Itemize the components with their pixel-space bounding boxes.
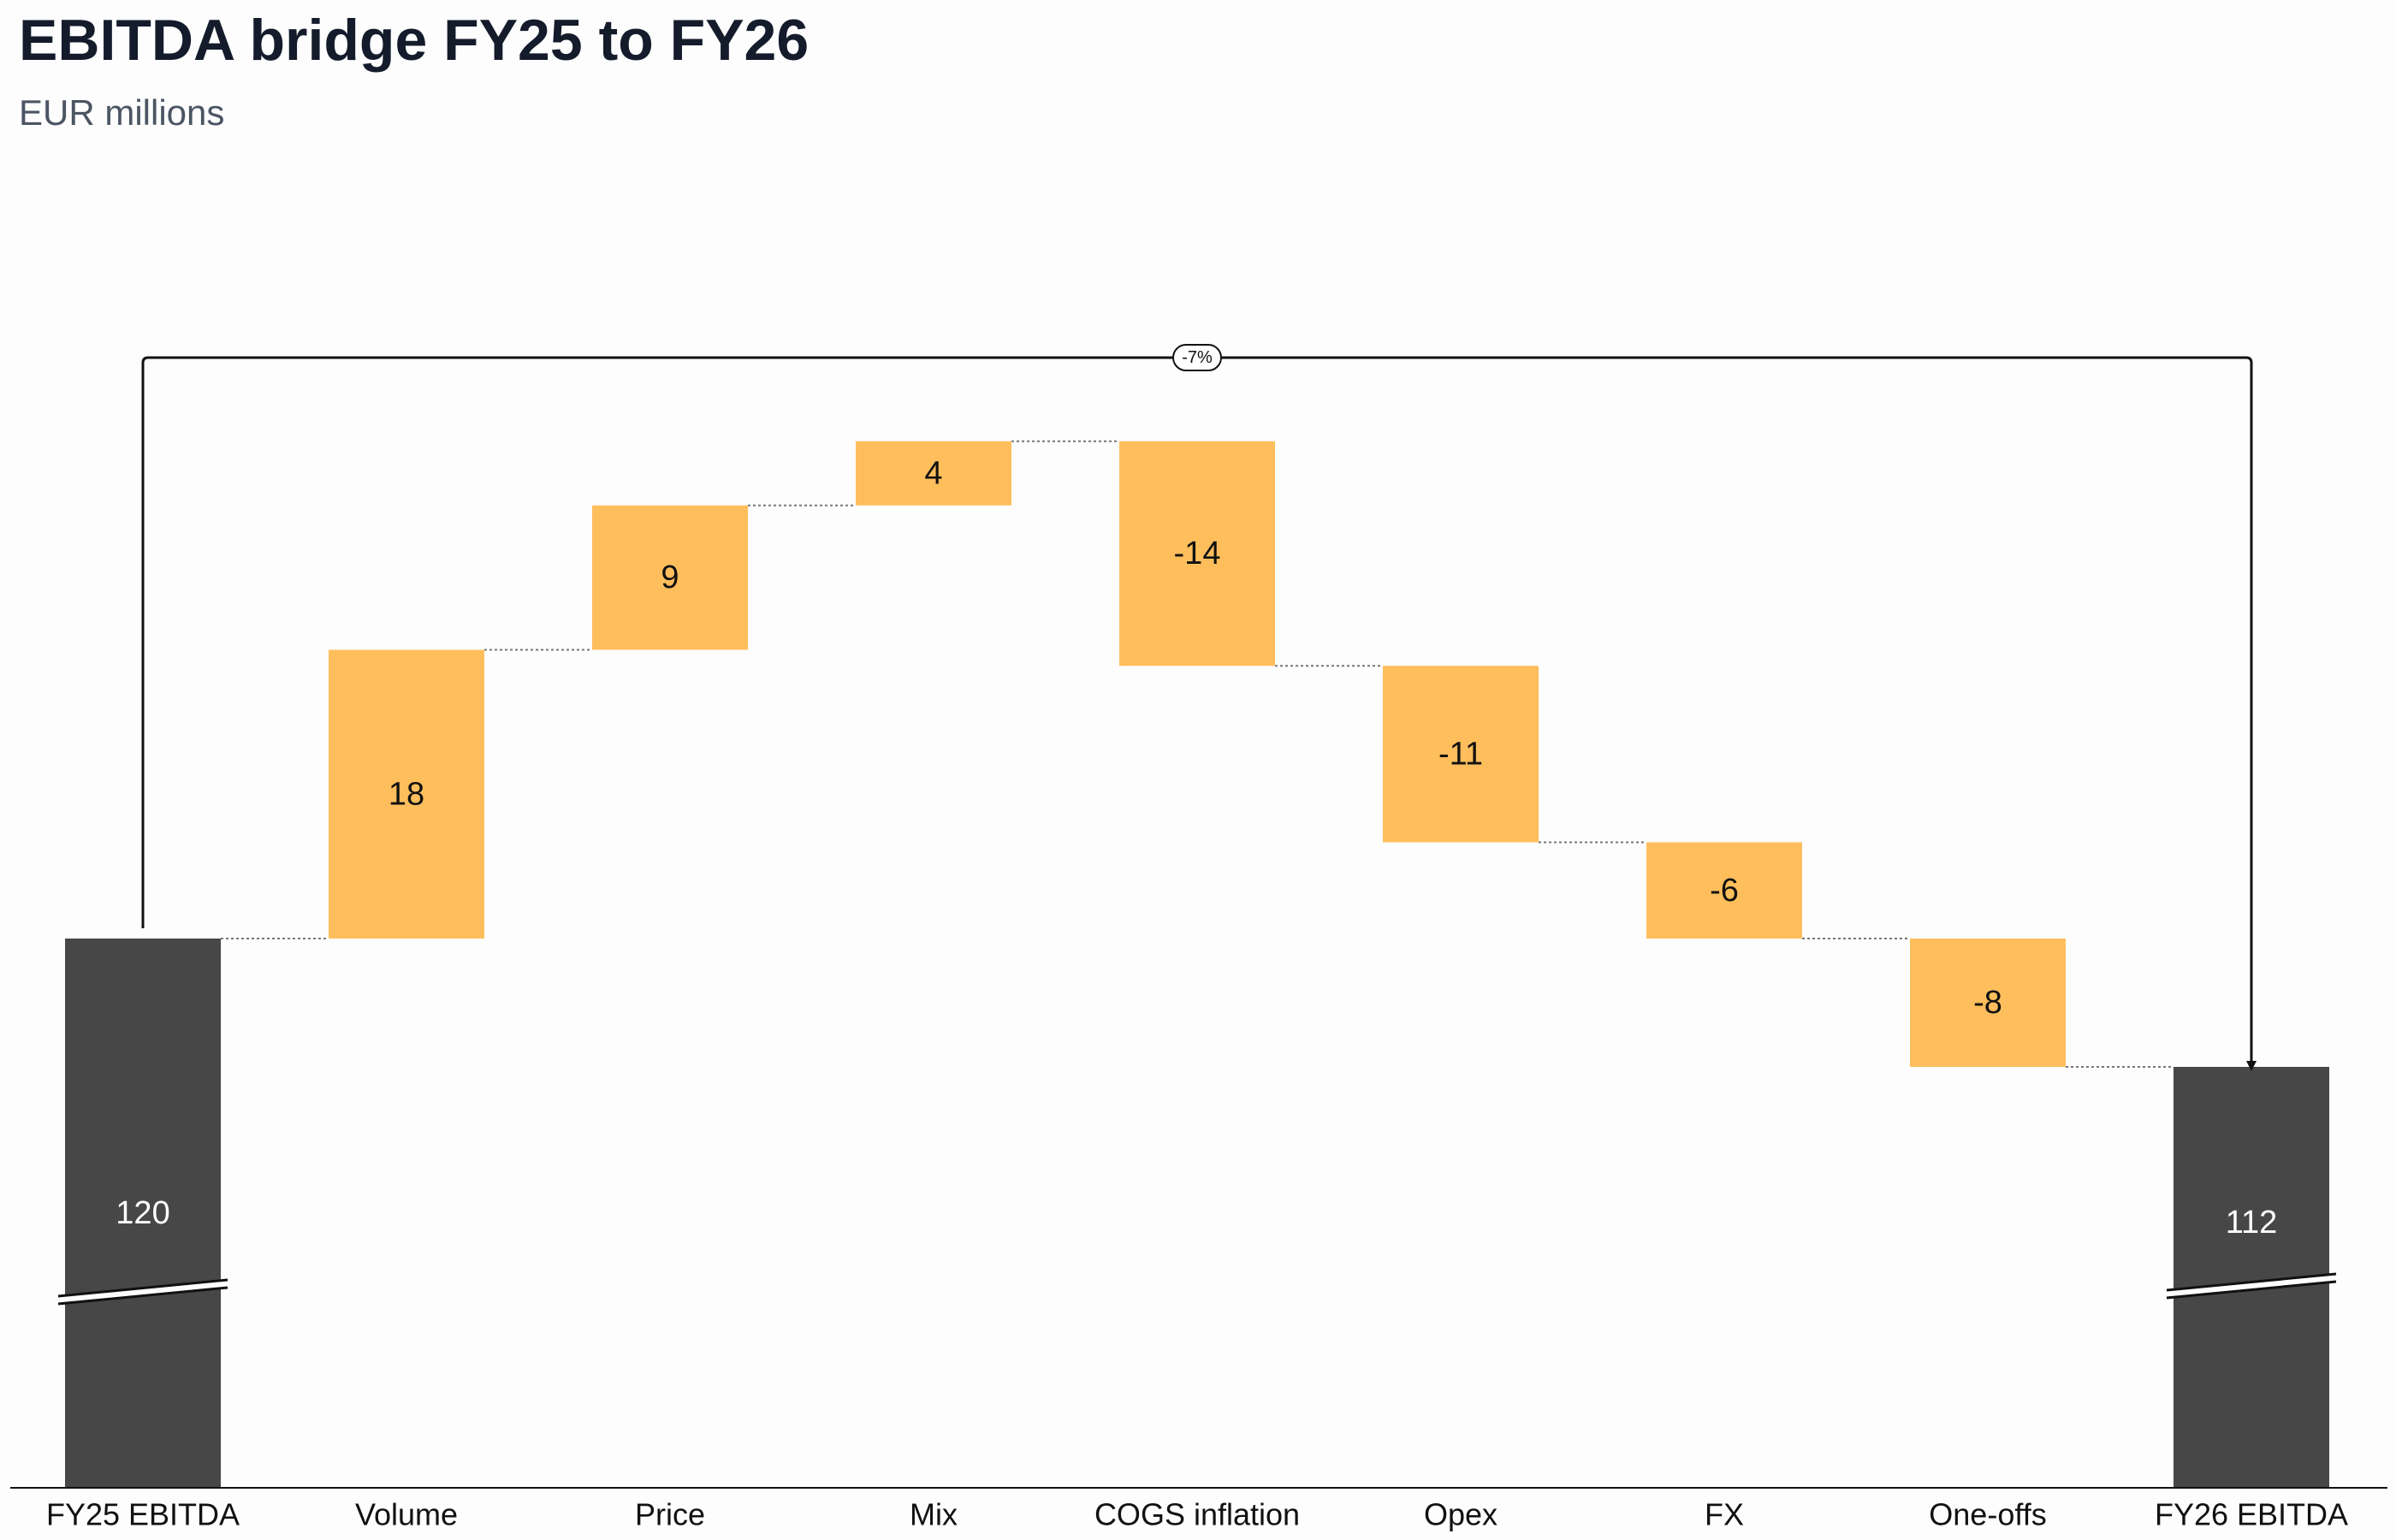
axis-break-mark <box>57 1278 228 1306</box>
bar-price <box>592 505 748 650</box>
bar-one-offs <box>1910 939 2066 1067</box>
category-label: Opex <box>1424 1497 1498 1532</box>
difference-badge <box>1172 344 1222 371</box>
category-label: FY26 EBITDA <box>2155 1497 2348 1532</box>
category-label: Volume <box>355 1497 458 1532</box>
value-labels: 120 18 9 4 -14 -11 -6 -8 112 <box>116 455 2277 1241</box>
bar-cogs-inflation <box>1119 441 1275 666</box>
value-label: 18 <box>388 776 424 812</box>
axis-break-mark <box>2166 1272 2337 1300</box>
value-label: 112 <box>2226 1205 2278 1241</box>
bars <box>65 441 2329 1488</box>
value-label: 9 <box>661 560 679 595</box>
bar-fx <box>1646 842 1802 939</box>
category-label: One-offs <box>1929 1497 2046 1532</box>
chart-subtitle: EUR millions <box>19 92 225 133</box>
value-label: 4 <box>924 455 942 491</box>
category-labels: FY25 EBITDA Volume Price Mix COGS inflation O… <box>46 1497 2348 1532</box>
category-label: Mix <box>910 1497 958 1532</box>
value-label: -11 <box>1438 736 1483 772</box>
bar-volume <box>329 649 484 939</box>
bar-mix <box>856 441 1011 506</box>
category-label: FX <box>1705 1497 1744 1532</box>
category-label: Price <box>635 1497 705 1532</box>
difference-label: -7% <box>1182 348 1213 367</box>
value-label: -8 <box>1973 985 2002 1021</box>
bar-opex <box>1383 666 1539 843</box>
category-label: FY25 EBITDA <box>46 1497 240 1532</box>
value-label: 120 <box>116 1195 169 1231</box>
category-label: COGS inflation <box>1094 1497 1300 1532</box>
connector-lines <box>221 440 2174 1068</box>
chart-title: EBITDA bridge FY25 to FY26 <box>19 8 810 73</box>
arrowhead-icon <box>2246 1061 2257 1071</box>
difference-bracket: -7% <box>141 344 2257 1071</box>
value-label: -14 <box>1174 536 1221 572</box>
axis-break-marks <box>57 1272 2337 1306</box>
value-label: -6 <box>1710 873 1739 909</box>
bar-fy25-ebitda <box>65 939 221 1488</box>
